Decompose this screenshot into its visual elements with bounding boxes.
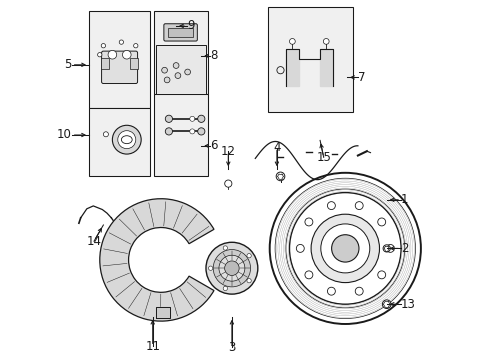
Circle shape [377,271,385,279]
Text: 9: 9 [186,19,194,32]
Circle shape [173,63,179,68]
Circle shape [305,218,312,226]
Wedge shape [100,199,214,321]
Circle shape [213,249,250,287]
Circle shape [296,244,304,252]
Circle shape [331,235,358,262]
Bar [156,45,205,94]
Polygon shape [155,307,170,318]
Circle shape [323,39,328,44]
Circle shape [382,245,389,252]
Polygon shape [285,49,298,86]
Circle shape [118,131,136,149]
Bar [129,58,138,69]
Bar [267,7,352,112]
Circle shape [197,115,204,122]
Circle shape [224,261,239,275]
Text: 14: 14 [86,235,102,248]
Circle shape [184,69,190,75]
FancyBboxPatch shape [163,24,197,41]
Circle shape [224,180,231,187]
Text: 10: 10 [57,129,72,141]
Circle shape [223,246,227,250]
Text: 5: 5 [64,58,72,71]
Circle shape [354,287,363,295]
Circle shape [327,202,335,210]
Circle shape [276,172,284,181]
Circle shape [386,244,393,252]
Circle shape [305,271,312,279]
Circle shape [133,44,138,48]
Circle shape [208,266,212,270]
Bar [101,58,109,69]
Circle shape [327,287,335,295]
Circle shape [320,224,369,273]
Circle shape [197,128,204,135]
Circle shape [246,279,251,283]
Circle shape [165,128,172,135]
Text: 4: 4 [273,141,280,154]
Circle shape [164,77,170,83]
Circle shape [119,40,123,44]
Circle shape [354,202,363,210]
Circle shape [98,53,102,57]
Circle shape [122,50,131,59]
Text: 13: 13 [400,298,415,311]
Circle shape [175,73,181,78]
Bar [153,94,208,176]
Circle shape [205,242,257,294]
Circle shape [165,115,172,122]
Circle shape [162,67,167,73]
Bar [89,108,150,176]
Text: 3: 3 [228,341,235,354]
Text: 8: 8 [210,49,217,62]
Circle shape [310,214,379,283]
Text: 12: 12 [221,145,235,158]
FancyBboxPatch shape [102,51,137,84]
Text: 11: 11 [145,340,160,353]
Circle shape [219,255,244,281]
Bar [153,11,208,94]
Circle shape [101,44,105,48]
Circle shape [189,116,194,121]
Text: 15: 15 [316,151,330,164]
Circle shape [189,129,194,134]
Circle shape [246,253,251,258]
Text: 1: 1 [400,193,408,206]
Bar [89,11,150,108]
Text: 2: 2 [400,242,408,255]
Text: 6: 6 [210,139,217,152]
Circle shape [112,125,141,154]
Polygon shape [320,49,332,86]
Circle shape [108,50,117,59]
Circle shape [103,132,108,137]
Text: 7: 7 [357,71,365,84]
Bar [168,28,193,37]
Circle shape [377,218,385,226]
Circle shape [223,286,227,291]
Circle shape [289,39,295,44]
Circle shape [382,300,390,309]
